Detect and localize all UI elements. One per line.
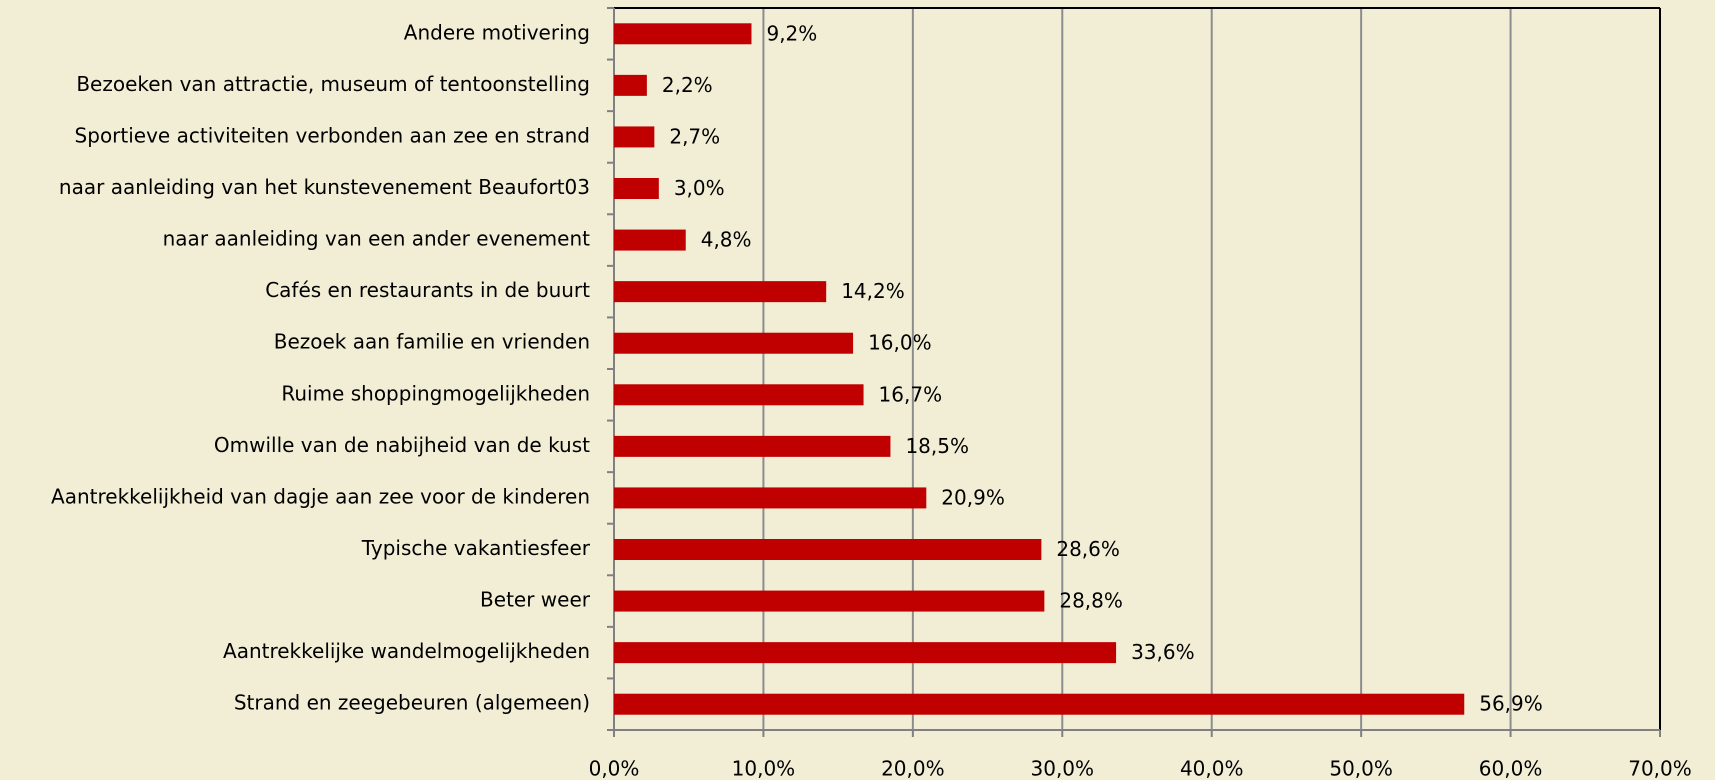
bar [614,281,827,303]
y-tick-label: Typische vakantiesfeer [361,536,591,560]
y-tick-label: Strand en zeegebeuren (algemeen) [234,691,590,715]
bar [614,229,686,251]
bar [614,23,752,45]
y-tick-label: naar aanleiding van het kunstevenement B… [59,175,590,199]
y-tick-label: Andere motivering [404,20,590,44]
value-label: 18,5% [905,434,969,458]
value-label: 2,7% [669,124,720,148]
bar [614,539,1042,560]
x-tick-label: 0,0% [589,757,640,780]
value-label: 56,9% [1479,692,1543,716]
y-tick-label: Omwille van de nabijheid van de kust [214,433,590,457]
value-label: 20,9% [941,485,1005,509]
x-tick-label: 20,0% [881,757,945,780]
bar [614,590,1045,612]
x-tick-label: 50,0% [1329,757,1393,780]
bar [614,74,647,96]
bar [614,178,659,199]
value-label: 28,6% [1056,537,1120,561]
x-tick-label: 70,0% [1628,757,1692,780]
bar [614,693,1465,715]
value-label: 28,8% [1059,589,1123,613]
bar [614,487,927,509]
y-tick-label: Bezoeken van attractie, museum of tentoo… [76,72,590,96]
x-tick-label: 60,0% [1479,757,1543,780]
y-tick-label: Sportieve activiteiten verbonden aan zee… [75,123,590,147]
bar [614,384,864,406]
y-tick-label: Aantrekkelijke wandelmogelijkheden [223,639,590,663]
value-label: 16,0% [868,331,932,355]
value-label: 9,2% [766,21,817,45]
y-tick-label: Beter weer [480,588,591,612]
value-label: 3,0% [674,176,725,200]
y-tick-label: naar aanleiding van een ander evenement [163,227,591,251]
y-tick-label: Aantrekkelijkheid van dagje aan zee voor… [51,484,590,508]
bar [614,332,854,354]
bar [614,435,891,457]
value-label: 4,8% [701,228,752,252]
value-label: 14,2% [841,279,905,303]
x-tick-label: 30,0% [1031,757,1095,780]
y-tick-label: Ruime shoppingmogelijkheden [281,381,590,405]
bar [614,642,1117,664]
x-tick-label: 40,0% [1180,757,1244,780]
y-tick-label: Bezoek aan familie en vrienden [274,330,590,354]
value-label: 2,2% [662,73,713,97]
bar [614,126,655,148]
y-tick-label: Cafés en restaurants in de buurt [265,278,590,302]
x-tick-label: 10,0% [732,757,796,780]
value-label: 16,7% [879,382,943,406]
value-label: 33,6% [1131,640,1195,664]
